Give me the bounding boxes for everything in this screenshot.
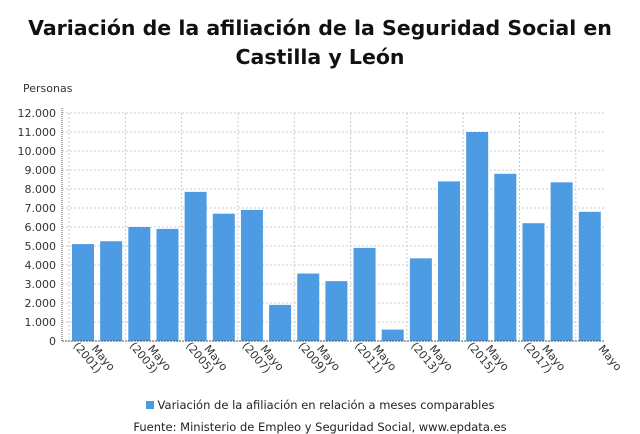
bar: [240, 209, 263, 341]
legend-swatch: [145, 401, 154, 409]
y-tick-label: 11.000: [18, 126, 57, 139]
y-tick-label: 1.000: [25, 316, 57, 329]
x-tick-label: Mayo: [596, 343, 625, 374]
y-tick-label: 8.000: [25, 183, 57, 196]
chart-title: Variación de la afiliación de la Segurid…: [28, 16, 612, 69]
bar: [269, 304, 292, 341]
bar: [466, 132, 489, 341]
bar: [522, 223, 545, 341]
y-axis-label: Personas: [23, 82, 73, 95]
bar: [184, 191, 207, 341]
bar: [353, 247, 376, 341]
y-tick-label: 0: [49, 335, 56, 348]
bar: [381, 329, 404, 341]
legend-label: Variación de la afiliación en relación a…: [157, 398, 495, 412]
source-note: Fuente: Ministerio de Empleo y Seguridad…: [133, 420, 507, 434]
bar: [212, 213, 235, 341]
bar: [72, 244, 94, 341]
y-tick-label: 6.000: [25, 221, 57, 234]
bar: [100, 241, 123, 341]
bar: [297, 273, 320, 341]
legend: Variación de la afiliación en relación a…: [0, 398, 640, 412]
y-tick-label: 9.000: [25, 164, 57, 177]
bar: [550, 182, 573, 341]
y-tick-label: 3.000: [25, 278, 57, 291]
bar: [438, 181, 461, 341]
bar: [156, 228, 179, 341]
y-tick-label: 4.000: [25, 259, 57, 272]
bar: [578, 211, 601, 341]
y-tick-label: 10.000: [18, 145, 57, 158]
bar: [494, 173, 517, 341]
bar: [325, 281, 348, 341]
bar: [128, 227, 151, 341]
y-tick-label: 2.000: [25, 297, 57, 310]
y-tick-label: 12.000: [18, 107, 57, 120]
bar: [409, 258, 432, 341]
y-tick-label: 5.000: [25, 240, 57, 253]
y-tick-label: 7.000: [25, 202, 57, 215]
